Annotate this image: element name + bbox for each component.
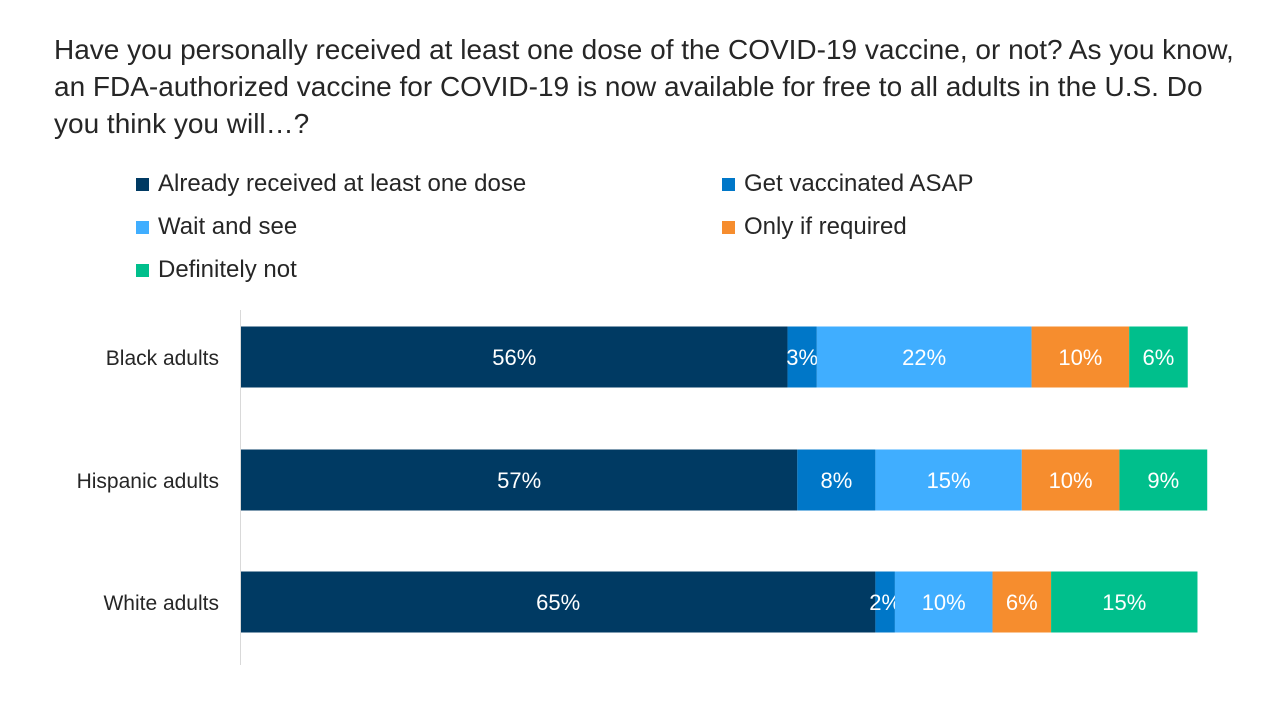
data-label: 3%	[786, 345, 818, 370]
data-label: 6%	[1143, 345, 1175, 370]
data-label: 8%	[820, 468, 852, 493]
bar-segment	[787, 326, 817, 388]
legend-item-get-vaccinated-asap: Get vaccinated ASAP	[722, 170, 973, 198]
legend-label: Get vaccinated ASAP	[744, 170, 974, 197]
legend-item-already-received: Already received at least one dose	[136, 170, 526, 198]
bar-segment	[241, 449, 798, 511]
legend-swatch	[722, 177, 735, 191]
bar-segment	[1031, 326, 1130, 388]
bar-segment	[1051, 571, 1198, 633]
data-label: 6%	[1006, 590, 1038, 615]
category-label: Hispanic adults	[77, 470, 219, 493]
legend: Already received at least one dose Get v…	[0, 0, 1280, 300]
legend-swatch	[136, 220, 149, 234]
legend-swatch	[136, 177, 149, 191]
data-label: 56%	[492, 345, 536, 370]
bar-segment	[894, 571, 993, 633]
legend-label: Wait and see	[158, 213, 298, 240]
data-label: 57%	[497, 468, 541, 493]
category-label: White adults	[103, 592, 219, 615]
bar-segment	[992, 571, 1052, 633]
data-label: 15%	[1102, 590, 1146, 615]
bar-segment	[241, 326, 788, 388]
bar-segment	[1021, 449, 1120, 511]
bar-segment	[875, 449, 1022, 511]
legend-item-wait-and-see: Wait and see	[136, 213, 297, 241]
data-label: 10%	[1049, 468, 1093, 493]
bar-segment	[1119, 449, 1208, 511]
legend-label: Only if required	[744, 213, 907, 240]
data-label: 15%	[927, 468, 971, 493]
data-label: 22%	[902, 345, 946, 370]
data-label: 9%	[1147, 468, 1179, 493]
bar-segment	[816, 326, 1032, 388]
legend-label: Already received at least one dose	[158, 170, 527, 197]
legend-item-only-if-required: Only if required	[722, 213, 907, 241]
data-label: 65%	[536, 590, 580, 615]
legend-label: Definitely not	[158, 256, 297, 283]
category-label: Black adults	[106, 347, 219, 370]
legend-swatch	[722, 220, 735, 234]
bar-segment	[1129, 326, 1188, 388]
legend-item-definitely-not: Definitely not	[136, 256, 297, 284]
data-label: 10%	[1058, 345, 1102, 370]
bar-segment	[875, 571, 895, 633]
data-label: 10%	[922, 590, 966, 615]
legend-swatch	[136, 263, 149, 277]
bar-segment	[797, 449, 876, 511]
question-text: Have you personally received at least on…	[54, 34, 1234, 139]
bar-segment	[241, 571, 876, 633]
